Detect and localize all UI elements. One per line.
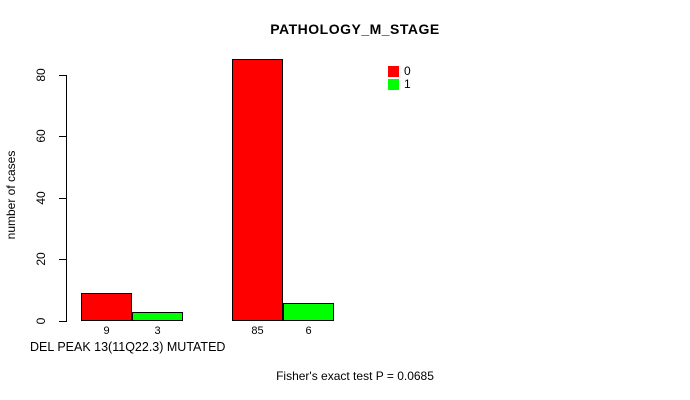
bar-value-label: 9 <box>103 325 110 337</box>
legend-label: 0 <box>404 64 411 78</box>
bar-series-0 <box>232 59 283 321</box>
legend-swatch-icon <box>388 79 399 90</box>
legend-item: 1 <box>388 78 411 91</box>
legend-label: 1 <box>404 77 411 91</box>
y-axis-line <box>66 75 67 322</box>
y-axis-tick <box>59 136 66 137</box>
bar-value-label: 85 <box>251 325 264 337</box>
y-axis-tick-label: 0 <box>34 317 48 325</box>
bar-series-1 <box>132 312 183 321</box>
y-axis-tick-label: 80 <box>34 68 48 82</box>
x-axis-caption: DEL PEAK 13(11Q22.3) MUTATED <box>30 340 226 354</box>
bar-value-label: 6 <box>305 325 312 337</box>
y-axis-tick <box>59 75 66 76</box>
fisher-test-annotation: Fisher's exact test P = 0.0685 <box>276 369 434 383</box>
y-axis-tick-label: 20 <box>34 252 48 266</box>
legend-item: 0 <box>388 65 411 78</box>
legend-swatch-icon <box>388 66 399 77</box>
y-axis-tick <box>59 198 66 199</box>
bar-series-1 <box>283 303 334 321</box>
chart-title: PATHOLOGY_M_STAGE <box>270 21 440 37</box>
bar-value-label: 3 <box>154 325 161 337</box>
bar-series-0 <box>81 293 132 321</box>
y-axis-tick-label: 40 <box>34 191 48 205</box>
y-axis-label: number of cases <box>4 150 18 240</box>
y-axis-tick <box>59 321 66 322</box>
y-axis-tick-label: 60 <box>34 129 48 143</box>
y-axis-tick <box>59 259 66 260</box>
